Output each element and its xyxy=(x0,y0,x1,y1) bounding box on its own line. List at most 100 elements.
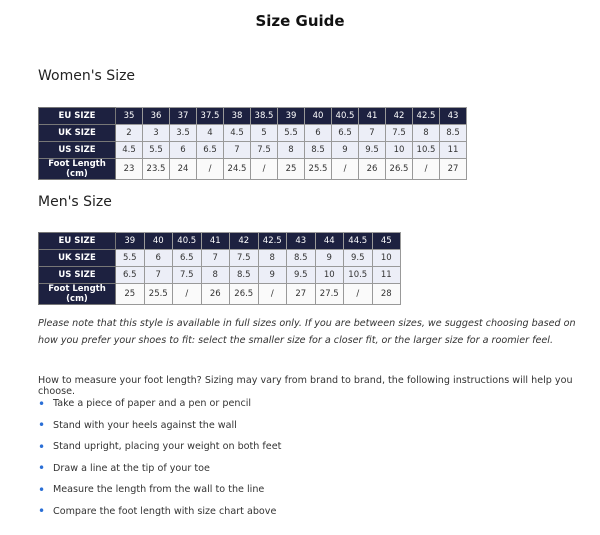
table-cell: 40.5 xyxy=(172,232,202,250)
row-label: UK SIZE xyxy=(38,124,116,142)
table-cell: 8.5 xyxy=(286,249,316,267)
table-cell: 6 xyxy=(169,141,197,159)
measure-steps: • Take a piece of paper and a pen or penc… xyxy=(38,393,281,522)
list-item: • Stand with your heels against the wall xyxy=(38,415,281,437)
table-row: US SIZE 6.5 7 7.5 8 8.5 9 9.5 10 10.5 11 xyxy=(38,266,401,284)
table-cell: 42 xyxy=(229,232,259,250)
table-cell: 25 xyxy=(277,158,305,180)
table-cell: 6 xyxy=(304,124,332,142)
table-row: US SIZE 4.5 5.5 6 6.5 7 7.5 8 8.5 9 9.5 10 10.5 11 xyxy=(38,141,467,159)
table-cell: 8.5 xyxy=(439,124,467,142)
table-cell: 26.5 xyxy=(385,158,413,180)
table-row: UK SIZE 5.5 6 6.5 7 7.5 8 8.5 9 9.5 10 xyxy=(38,249,401,267)
measure-intro: How to measure your foot length? Sizing … xyxy=(38,375,573,397)
table-cell: 8.5 xyxy=(229,266,259,284)
step-text: Compare the foot length with size chart … xyxy=(53,505,277,517)
table-cell: 42.5 xyxy=(257,232,287,250)
table-row: Foot Length (cm) 23 23.5 24/24.5/25 25.5/26 2… xyxy=(38,158,467,180)
table-cell: 9 xyxy=(331,141,359,159)
table-cell: 35 xyxy=(115,107,143,125)
table-cell: 11 xyxy=(439,141,467,159)
list-item: • Stand upright, placing your weight on b… xyxy=(38,436,281,458)
table-cell: 38.5 xyxy=(250,107,278,125)
table-cell: 10 xyxy=(371,249,401,267)
table-cell: 43 xyxy=(286,232,316,250)
table-cell: 8.5 xyxy=(304,141,332,159)
table-cell: 4.5 xyxy=(115,141,143,159)
row-label: UK SIZE xyxy=(38,249,116,267)
table-cell: 6.5 xyxy=(172,249,202,267)
table-cell: 10 xyxy=(385,141,413,159)
step-text: Take a piece of paper and a pen or penci… xyxy=(53,398,252,410)
row-label: US SIZE xyxy=(38,266,116,284)
table-cell: / xyxy=(172,283,202,305)
table-cell: 41 xyxy=(200,232,230,250)
table-cell: 40.5 xyxy=(331,107,359,125)
bullet-icon: • xyxy=(38,418,46,433)
table-cell: 7.5 xyxy=(250,141,278,159)
table-cell: 9 xyxy=(314,249,344,267)
table-cell: 5 xyxy=(250,124,278,142)
table-cell: / xyxy=(250,158,278,180)
table-cell: 42 xyxy=(385,107,413,125)
table-cell: 39 xyxy=(115,232,145,250)
table-cell: 6 xyxy=(143,249,173,267)
table-cell: 8 xyxy=(277,141,305,159)
table-cell: 27 xyxy=(439,158,467,180)
table-cell: 11 xyxy=(371,266,401,284)
table-cell: 9.5 xyxy=(286,266,316,284)
row-label: EU SIZE xyxy=(38,232,116,250)
table-cell: 41 xyxy=(358,107,386,125)
table-cell: 25 xyxy=(115,283,145,305)
row-label: EU SIZE xyxy=(38,107,116,125)
table-cell: 3.5 xyxy=(169,124,197,142)
table-cell: 10.5 xyxy=(343,266,373,284)
table-cell: / xyxy=(257,283,287,305)
table-cell: 37.5 xyxy=(196,107,224,125)
table-row: EU SIZE 35 36 37 37.5 38 38.5 39 40 40.5 41 42 42.5 4… xyxy=(38,107,467,125)
table-cell: 3 xyxy=(142,124,170,142)
table-cell: 10 xyxy=(314,266,344,284)
step-text: Stand upright, placing your weight on bo… xyxy=(53,441,282,453)
men-size-heading: Men's Size xyxy=(38,194,112,210)
bullet-icon: • xyxy=(38,504,46,519)
bullet-icon: • xyxy=(38,461,46,476)
table-cell: 6.5 xyxy=(331,124,359,142)
table-cell: 9 xyxy=(257,266,287,284)
women-size-heading: Women's Size xyxy=(38,68,136,84)
table-cell: / xyxy=(343,283,373,305)
table-cell: 27 xyxy=(286,283,316,305)
table-cell: 25.5 xyxy=(143,283,173,305)
table-cell: 25.5 xyxy=(304,158,332,180)
table-cell: 7.5 xyxy=(172,266,202,284)
table-cell: 42.5 xyxy=(412,107,440,125)
list-item: • Measure the length from the wall to the… xyxy=(38,479,281,501)
table-cell: 6.5 xyxy=(115,266,145,284)
table-cell: 37 xyxy=(169,107,197,125)
list-item: • Compare the foot length with size chart… xyxy=(38,501,281,523)
table-cell: 23.5 xyxy=(142,158,170,180)
table-cell: 8 xyxy=(200,266,230,284)
table-cell: 7 xyxy=(358,124,386,142)
table-cell: / xyxy=(331,158,359,180)
table-cell: 26 xyxy=(200,283,230,305)
table-cell: 39 xyxy=(277,107,305,125)
table-cell: 26 xyxy=(358,158,386,180)
table-cell: 24.5 xyxy=(223,158,251,180)
women-size-table: EU SIZE 35 36 37 37.5 38 38.5 39 40 40.5 41 42 42.5 4… xyxy=(38,107,467,180)
list-item: • Take a piece of paper and a pen or penc… xyxy=(38,393,281,415)
table-cell: 4.5 xyxy=(223,124,251,142)
table-cell: 40 xyxy=(143,232,173,250)
bullet-icon: • xyxy=(38,482,46,497)
table-cell: 43 xyxy=(439,107,467,125)
table-cell: 7.5 xyxy=(229,249,259,267)
bullet-icon: • xyxy=(38,396,46,411)
table-cell: / xyxy=(412,158,440,180)
table-cell: 24 xyxy=(169,158,197,180)
table-cell: 36 xyxy=(142,107,170,125)
table-row: UK SIZE 2 3 3.5 4 4.5 5 5.5 6 6.5 7 7.5 8 8.5 xyxy=(38,124,467,142)
table-cell: 8 xyxy=(257,249,287,267)
table-cell: 28 xyxy=(371,283,401,305)
row-label: Foot Length (cm) xyxy=(38,283,116,305)
table-cell: / xyxy=(196,158,224,180)
